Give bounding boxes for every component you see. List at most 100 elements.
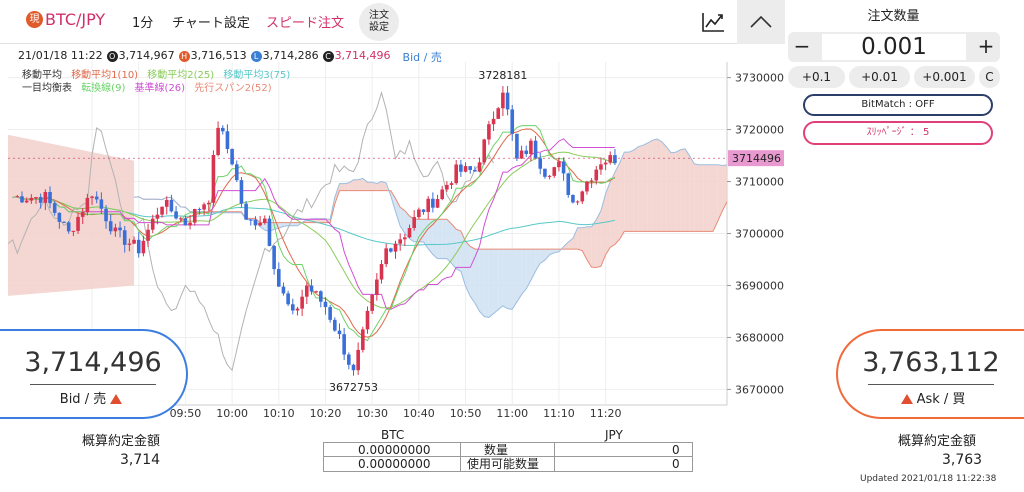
candle-body <box>169 199 174 212</box>
candle-body <box>216 127 220 155</box>
slippage-button[interactable]: ｽﾘｯﾍﾟｰｼﾞ ： 5 <box>803 121 993 145</box>
candle-body <box>403 237 407 240</box>
candle-body <box>248 219 253 221</box>
bitmatch-toggle[interactable]: BitMatch : OFF <box>803 94 993 116</box>
chart-line-icon <box>702 13 724 32</box>
cloud-segment <box>334 183 340 205</box>
candle-body <box>136 239 141 254</box>
candle-body <box>356 349 360 371</box>
price-annotation: 3672753 <box>329 381 378 394</box>
jpy-available: 0 <box>672 457 680 471</box>
candle-body <box>533 140 538 159</box>
candle-body <box>379 264 384 280</box>
price-up-icon <box>900 394 913 404</box>
cloud-segment <box>717 164 723 222</box>
candle-body <box>104 208 108 222</box>
senko-span1-line <box>134 138 728 319</box>
candle-body <box>370 294 374 311</box>
pair-selector[interactable]: 現 BTC/JPY <box>26 10 105 29</box>
cloud-segment <box>292 222 298 226</box>
y-tick-label: 3690000 <box>735 279 784 292</box>
candle-body <box>267 218 272 246</box>
ask-buy-button[interactable]: 3,763,112 Ask / 買 <box>836 329 1024 419</box>
bid-sell-button[interactable]: 3,714,496 Bid / 売 <box>0 329 188 419</box>
candle-body <box>491 118 496 125</box>
inc-0.1-button[interactable]: +0.1 <box>788 66 845 88</box>
cloud-segment <box>442 219 447 259</box>
candle-body <box>529 140 533 154</box>
candle-body <box>281 286 286 294</box>
candle-body <box>445 184 449 190</box>
btc-header: BTC <box>381 428 405 442</box>
candle-body <box>90 196 94 198</box>
candle-body <box>305 285 309 297</box>
candle-body <box>202 204 206 210</box>
candle-body <box>211 154 216 203</box>
cloud-segment <box>278 222 284 229</box>
order-qty-label: 注文数量 <box>867 9 920 24</box>
y-tick-label: 3700000 <box>735 228 784 241</box>
x-tick-label: 10:30 <box>356 407 388 420</box>
inc-0.01-button[interactable]: +0.01 <box>849 66 910 88</box>
cell-divider <box>554 443 555 457</box>
chart-type-button[interactable] <box>700 10 726 34</box>
cloud-segment <box>381 181 387 191</box>
candle-body <box>421 209 426 212</box>
candle-body <box>515 133 519 159</box>
candle-body <box>178 218 183 220</box>
qty-input[interactable] <box>822 34 966 60</box>
cloud-segment <box>484 249 489 318</box>
ma3-legend: 移動平均3(75) <box>223 70 291 81</box>
cloud-segment <box>605 181 611 255</box>
collapse-button[interactable] <box>737 0 785 44</box>
cloud-segment <box>479 249 485 317</box>
ma1-legend: 移動平均1(10) <box>71 70 139 81</box>
cloud-segment <box>320 218 326 223</box>
cloud-segment <box>437 219 443 259</box>
cloud-segment <box>488 249 494 318</box>
qty-stepper: − + <box>788 32 1000 62</box>
candle-body <box>440 189 445 200</box>
cloud-segment <box>689 155 695 232</box>
chart-settings-button[interactable]: チャート設定 <box>172 16 250 31</box>
clear-button[interactable]: C <box>979 66 1000 88</box>
balance-table: BTC JPY 0.00000000 数量 0 0.00000000 使用可能数… <box>323 428 693 472</box>
x-tick-label: 11:20 <box>590 407 622 420</box>
candle-body <box>66 222 71 232</box>
candle-body <box>253 219 258 226</box>
ichimoku-legend[interactable]: 一目均衡表 転換線(9) 基準線(26) 先行スパン2(52) <box>22 79 278 94</box>
cloud-segment <box>502 249 508 309</box>
candle-body <box>48 192 52 204</box>
y-tick-label: 3730000 <box>735 72 784 85</box>
speed-order-tab[interactable]: スピード注文 <box>266 16 345 31</box>
cloud-segment <box>614 163 620 245</box>
timeframe-button[interactable]: 1分 <box>132 16 154 31</box>
candle-body <box>407 228 412 238</box>
candle-body <box>454 164 459 184</box>
candle-body <box>99 199 104 209</box>
cloud-segment <box>577 227 583 251</box>
candle-body <box>188 222 192 226</box>
ohlc-high: H 3,716,513 <box>178 49 247 65</box>
qty-minus-button[interactable]: − <box>793 34 811 58</box>
order-settings-button[interactable]: 注文 設定 <box>359 3 399 41</box>
qty-plus-button[interactable]: + <box>977 34 995 58</box>
price-chart[interactable]: 3730000 3720000 3710000 3700000 3690000 36800… <box>0 62 785 420</box>
cloud-segment <box>493 249 499 314</box>
candle-body <box>20 196 24 203</box>
candle-body <box>15 196 20 198</box>
cloud-segment <box>670 152 676 232</box>
ichimoku-legend-title: 一目均衡表 <box>22 83 72 94</box>
ma-legend[interactable]: 移動平均 移動平均1(10) 移動平均2(25) 移動平均3(75) <box>22 66 296 81</box>
ohlc-side: Bid / 売 <box>402 51 442 64</box>
inc-0.001-button[interactable]: +0.001 <box>914 66 975 88</box>
candle-body <box>314 291 318 293</box>
candle-body <box>571 194 575 203</box>
ohlc-low: L 3,714,286 <box>250 49 319 65</box>
candle-body <box>309 285 314 292</box>
close-value: 3,714,496 <box>334 49 391 62</box>
high-value: 3,716,513 <box>190 49 247 62</box>
cloud-segment <box>647 140 653 232</box>
cloud-segment <box>680 148 685 232</box>
